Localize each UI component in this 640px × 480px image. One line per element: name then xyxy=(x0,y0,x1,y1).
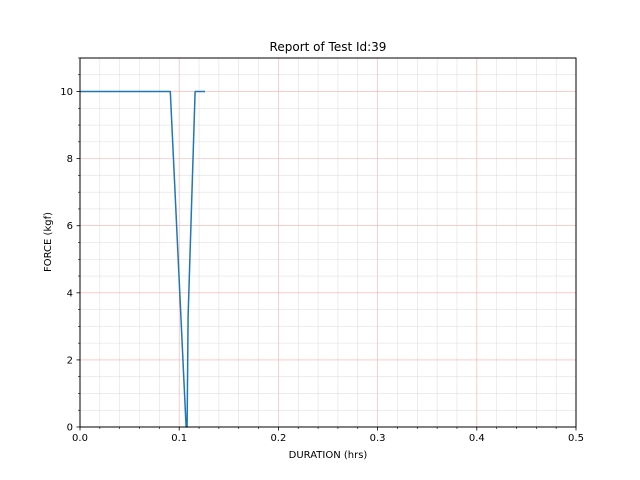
y-tick-label: 0 xyxy=(67,423,73,434)
chart-title: Report of Test Id:39 xyxy=(270,40,387,54)
y-axis-label: FORCE (kgf) xyxy=(43,212,54,272)
y-tick-label: 10 xyxy=(60,87,73,98)
minor-grid xyxy=(80,57,576,427)
x-tick-label: 0.3 xyxy=(370,433,386,444)
x-tick-label: 0.2 xyxy=(270,433,286,444)
y-axis-ticks: 0 2 4 6 8 10 xyxy=(60,57,80,434)
x-tick-label: 0.5 xyxy=(568,433,584,444)
y-tick-label: 2 xyxy=(67,355,73,366)
y-tick-label: 6 xyxy=(67,221,73,232)
x-axis-label: DURATION (hrs) xyxy=(289,450,368,461)
y-tick-label: 8 xyxy=(67,154,73,165)
x-tick-label: 0.4 xyxy=(469,433,485,444)
x-axis-ticks: 0.0 0.1 0.2 0.3 0.4 0.5 xyxy=(72,427,584,444)
y-tick-label: 4 xyxy=(67,288,73,299)
x-tick-label: 0.1 xyxy=(171,433,187,444)
x-tick-label: 0.0 xyxy=(72,433,88,444)
